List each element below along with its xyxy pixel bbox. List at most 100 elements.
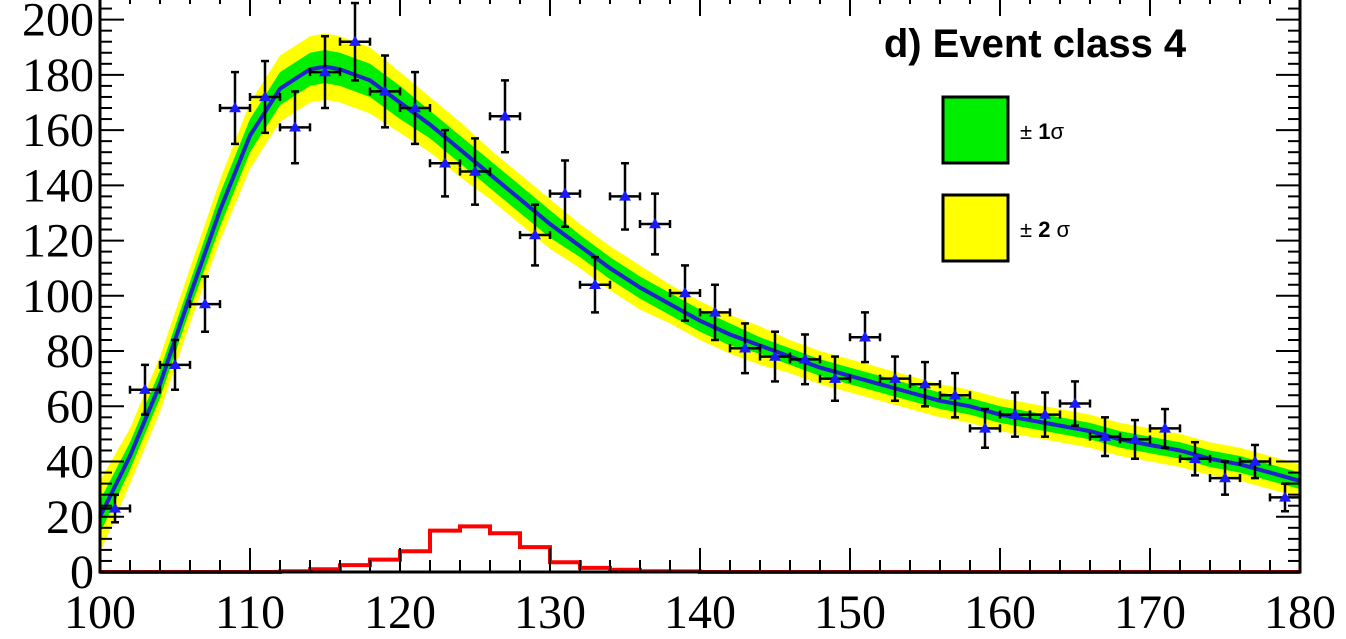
- data-point: [428, 128, 462, 198]
- y-tick-label: 40: [46, 436, 94, 489]
- data-point: [788, 333, 822, 386]
- x-tick-label: 180: [1264, 586, 1336, 639]
- y-tick-label: 20: [46, 491, 94, 544]
- data-point: [1148, 407, 1182, 449]
- data-marker: [1009, 408, 1021, 419]
- legend-entry: ± 1σ: [941, 95, 1064, 165]
- y-tick-label: 180: [22, 49, 94, 102]
- data-marker: [889, 372, 901, 383]
- data-point: [1028, 391, 1062, 438]
- data-marker: [589, 278, 601, 289]
- data-marker: [919, 378, 931, 389]
- y-tick-label: 160: [22, 104, 94, 157]
- chart-title: d) Event class 4: [884, 22, 1187, 66]
- x-tick-label: 140: [664, 586, 736, 639]
- y-tick-label: 100: [22, 270, 94, 323]
- data-marker: [1279, 491, 1291, 502]
- data-point: [248, 59, 282, 135]
- legend-entry: ± 2 σ: [941, 193, 1071, 263]
- data-point: [488, 79, 522, 154]
- legend-label-prefix: ±: [1020, 119, 1038, 144]
- data-point: [458, 137, 492, 206]
- data-marker: [1159, 422, 1171, 433]
- data-point: [218, 70, 252, 146]
- data-marker: [829, 372, 841, 383]
- data-marker: [139, 383, 151, 394]
- data-marker: [739, 342, 751, 353]
- data-marker: [469, 165, 481, 176]
- data-point: [968, 407, 1002, 449]
- data-point: [818, 355, 852, 403]
- x-tick-label: 160: [964, 586, 1036, 639]
- y-tick-label: 60: [46, 380, 94, 433]
- data-marker: [679, 287, 691, 298]
- y-tick-label: 80: [46, 325, 94, 378]
- data-point: [1088, 416, 1122, 458]
- x-tick-label: 130: [514, 586, 586, 639]
- data-point: [158, 338, 192, 391]
- x-tick-label: 100: [64, 586, 136, 639]
- data-point: [1208, 460, 1242, 496]
- data-marker: [1099, 430, 1111, 441]
- data-marker: [1189, 452, 1201, 463]
- x-tick-label: 120: [364, 586, 436, 639]
- data-marker: [1069, 397, 1081, 408]
- data-point: [758, 330, 792, 383]
- data-point: [1268, 482, 1302, 513]
- y-tick-label: 120: [22, 215, 94, 268]
- data-marker: [1249, 455, 1261, 466]
- data-marker: [319, 66, 331, 77]
- plot-area: [98, 1, 1302, 574]
- data-point: [938, 371, 972, 419]
- data-marker: [949, 389, 961, 400]
- y-tick-label: 0: [70, 546, 94, 599]
- data-marker: [649, 218, 661, 229]
- legend: ± 1σ± 2 σ: [941, 95, 1071, 263]
- data-marker: [229, 102, 241, 113]
- data-marker: [529, 229, 541, 240]
- axes: 100 110 120 130 140 150 160 170 1800204060801001…: [22, 0, 1336, 639]
- legend-label: ± 2 σ: [1020, 217, 1071, 242]
- data-marker: [1129, 433, 1141, 444]
- data-marker: [199, 298, 211, 309]
- data-marker: [769, 350, 781, 361]
- data-point: [1118, 418, 1152, 461]
- data-marker: [799, 353, 811, 364]
- data-point: [848, 311, 882, 364]
- data-point: [368, 54, 402, 129]
- data-point: [308, 34, 342, 110]
- data-point: [548, 159, 582, 229]
- x-tick-label: 110: [215, 586, 285, 639]
- data-point: [608, 161, 642, 231]
- data-marker: [1039, 408, 1051, 419]
- data-point: [128, 363, 162, 416]
- data-marker: [559, 187, 571, 198]
- data-marker: [619, 190, 631, 201]
- data-marker: [979, 422, 991, 433]
- y-tick-label: 140: [22, 159, 94, 212]
- legend-swatch: [941, 193, 1010, 263]
- data-point: [188, 275, 222, 333]
- legend-label-suffix: σ: [1050, 217, 1070, 242]
- data-point: [1058, 380, 1092, 427]
- data-point: [1178, 440, 1212, 477]
- data-marker: [349, 35, 361, 46]
- legend-label-prefix: ±: [1020, 217, 1038, 242]
- legend-label-bold: 2: [1038, 217, 1050, 242]
- legend-label-bold: 1: [1038, 119, 1050, 144]
- data-point: [278, 90, 312, 165]
- data-marker: [289, 121, 301, 132]
- data-point: [578, 255, 612, 314]
- data-point: [398, 70, 432, 146]
- data-point: [518, 203, 552, 267]
- data-point: [698, 283, 732, 342]
- legend-label-suffix: σ: [1050, 119, 1064, 144]
- data-marker: [409, 102, 421, 113]
- data-marker: [1219, 472, 1231, 483]
- data-marker: [439, 157, 451, 168]
- legend-swatch: [941, 95, 1010, 165]
- data-marker: [169, 358, 181, 370]
- x-tick-label: 150: [814, 586, 886, 639]
- data-marker: [109, 502, 121, 513]
- data-point: [728, 322, 762, 375]
